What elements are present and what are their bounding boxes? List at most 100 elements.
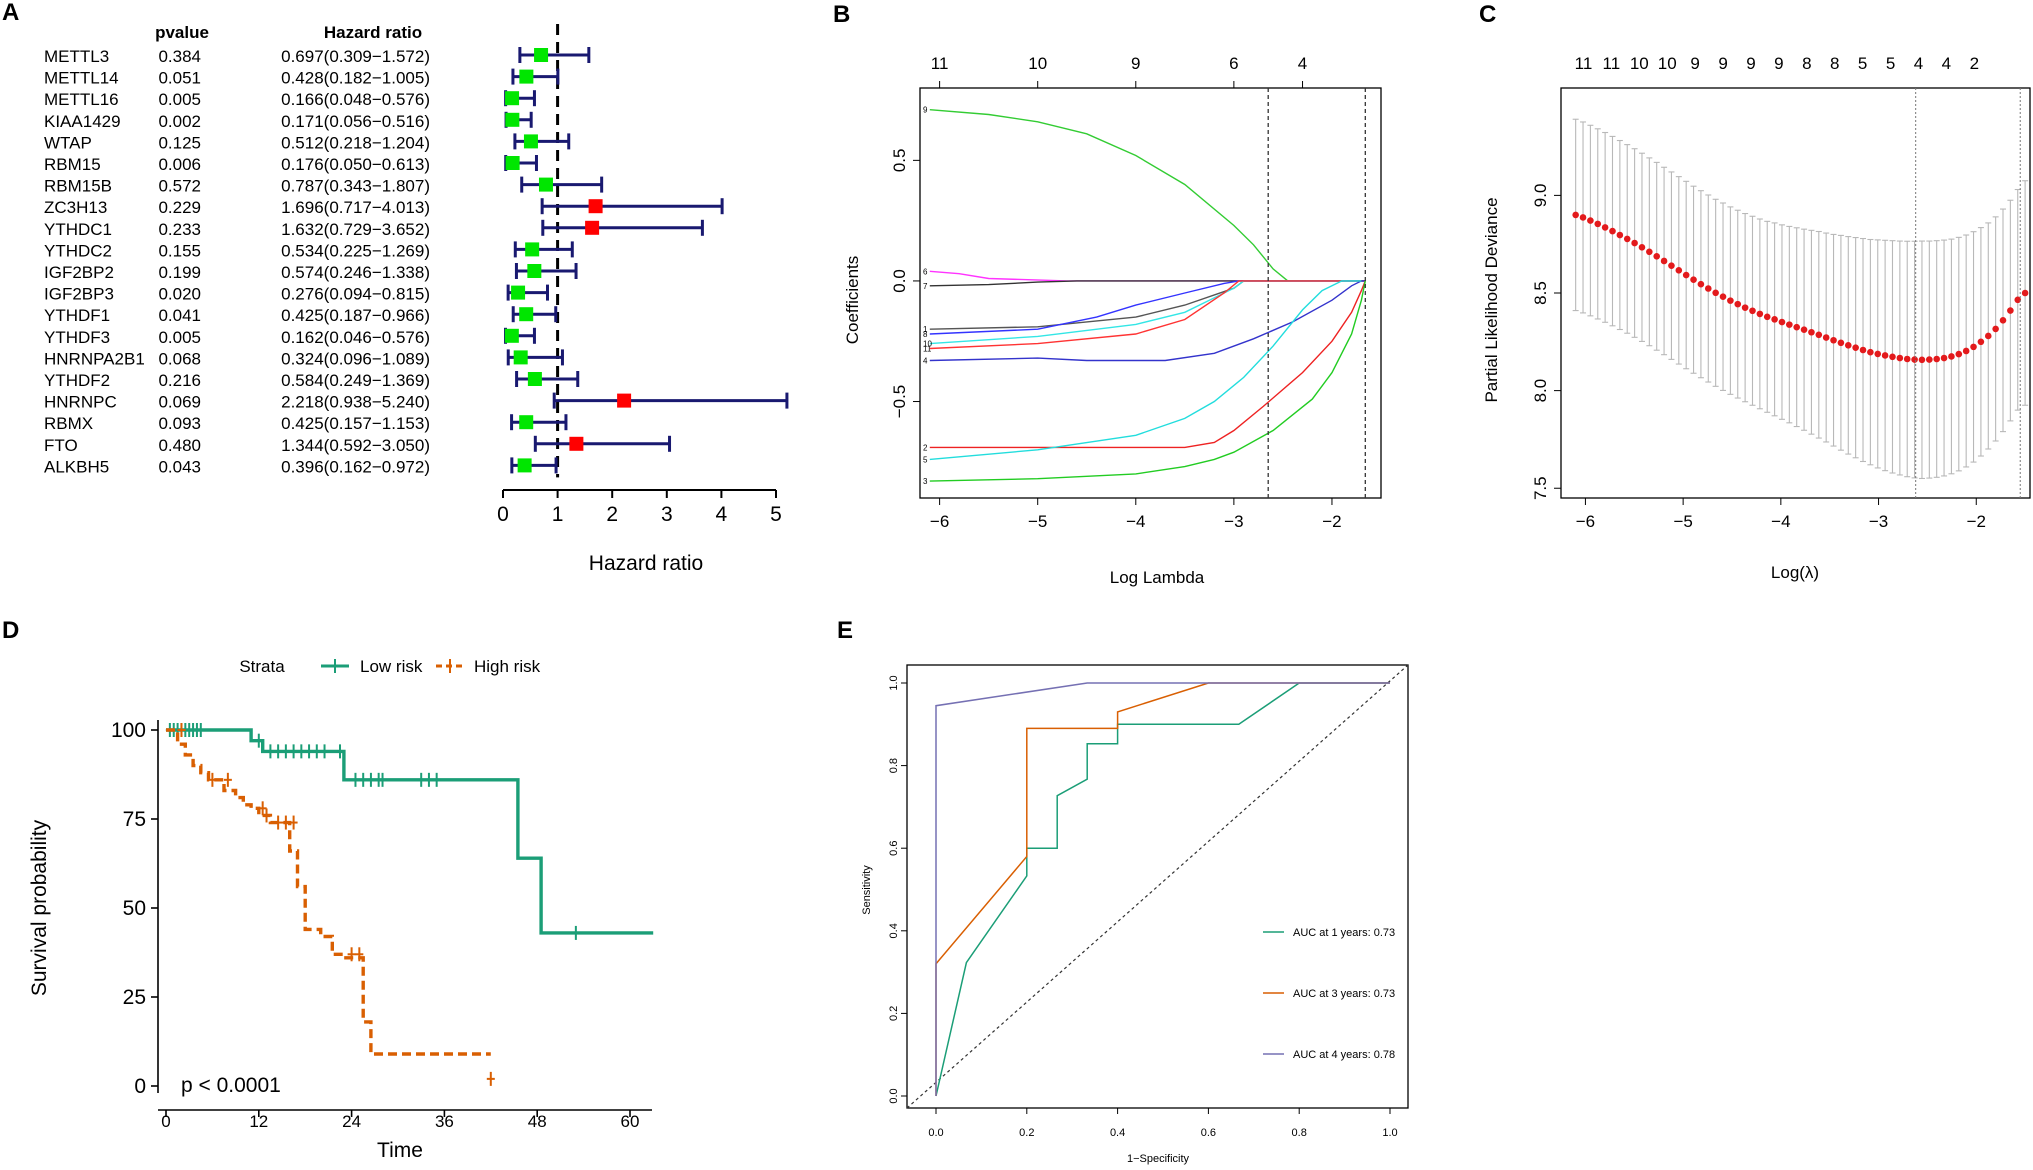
- forest-x-label: Hazard ratio: [589, 552, 703, 575]
- pvalue-column-header: pvalue: [155, 23, 209, 42]
- cv-point: [1623, 235, 1631, 243]
- cv-point: [1830, 336, 1837, 344]
- hazard-ratio-value: 0.276(0.094−0.815): [281, 285, 430, 304]
- forest-tick-label: 2: [606, 503, 618, 526]
- gene-label: YTHDF1: [44, 306, 110, 325]
- hazard-marker: [527, 372, 542, 386]
- cv-point: [1822, 334, 1830, 341]
- pvalue-value: 0.020: [158, 285, 201, 304]
- roc-legend-label: AUC at 1 years: 0.73: [1293, 927, 1395, 939]
- km-pvalue: p < 0.0001: [181, 1074, 281, 1097]
- km-x-tick-label: 48: [528, 1112, 547, 1131]
- hazard-ratio-value: 0.534(0.225−1.269): [281, 241, 430, 260]
- coef-path-label: 2: [923, 443, 928, 452]
- gene-label: ALKBH5: [44, 457, 109, 476]
- cv-deviance-panel: C −6 −5 −4 −3 −27.58.08.59.011 11 10 10 9 9 9 9 8 8 5 5…: [1479, 1, 2031, 582]
- km-x-tick-label: 24: [342, 1112, 361, 1131]
- hazard-marker: [534, 48, 549, 62]
- coef-path-label: 7: [923, 282, 928, 291]
- panel-label-e: E: [837, 617, 853, 644]
- roc-y-tick-label: 1.0: [888, 675, 900, 690]
- cv-y-label: Partial Likelihood Deviance: [1482, 197, 1501, 402]
- forest-tick-label: 1: [552, 503, 564, 526]
- top-tick-label: 6: [1229, 54, 1238, 73]
- pvalue-value: 0.229: [158, 198, 201, 217]
- hazard-ratio-value: 0.574(0.246−1.338): [281, 263, 430, 282]
- hazard-ratio-value: 1.344(0.592−3.050): [281, 436, 430, 455]
- coef-path: [929, 280, 1366, 449]
- top-tick-label: 9: [1131, 54, 1140, 73]
- cv-point: [1940, 354, 1948, 362]
- coef-path-label: 6: [923, 267, 928, 276]
- hazard-ratio-value: 1.632(0.729−3.652): [281, 220, 430, 239]
- cv-point: [1918, 356, 1926, 364]
- x-tick-label: −3: [1224, 512, 1243, 531]
- forest-tick-label: 3: [661, 503, 673, 526]
- cv-point: [1808, 328, 1815, 336]
- km-x-label: Time: [377, 1139, 423, 1162]
- roc-curve: [935, 682, 1390, 1096]
- coef-path-label: 11: [923, 344, 932, 353]
- hazard-ratio-value: 0.787(0.343−1.807): [281, 177, 430, 196]
- cv-point: [1970, 343, 1977, 351]
- x-tick-label: −6: [930, 512, 949, 531]
- cv-point: [1572, 211, 1579, 219]
- cv-point: [1999, 317, 2007, 324]
- cv-point: [1616, 231, 1624, 239]
- roc-y-label: Sensitivity: [861, 865, 873, 915]
- panel-label-b: B: [833, 1, 850, 28]
- pvalue-value: 0.199: [158, 263, 201, 282]
- hazard-ratio-value: 0.697(0.309−1.572): [281, 47, 430, 66]
- hazard-marker: [523, 134, 538, 149]
- cv-point: [1948, 353, 1955, 360]
- gene-label: RBM15: [44, 155, 101, 174]
- top-tick-label: 8: [1830, 54, 1839, 73]
- top-tick-label: 9: [1718, 54, 1727, 73]
- hazard-marker: [585, 220, 600, 235]
- forest-x-axis: 0 1 2 3 4 5: [497, 489, 782, 526]
- hazard-ratio-value: 0.171(0.056−0.516): [281, 112, 430, 131]
- roc-plot-frame: [906, 664, 1409, 1109]
- top-tick-label: 4: [1298, 54, 1307, 73]
- cv-point: [1594, 220, 1602, 228]
- km-x-tick-label: 60: [621, 1112, 640, 1131]
- cv-point: [1844, 342, 1852, 349]
- km-y-tick-label: 75: [123, 808, 146, 831]
- hazard-marker: [538, 177, 553, 192]
- hazard-ratio-value: 0.324(0.096−1.089): [281, 349, 430, 368]
- km-y-tick-label: 0: [134, 1075, 146, 1098]
- roc-y-tick-label: 0.6: [888, 841, 900, 856]
- coef-path: [929, 280, 1366, 287]
- pvalue-value: 0.384: [158, 47, 201, 66]
- km-legend-low-label: Low risk: [360, 657, 423, 676]
- forest-marks: [504, 47, 789, 474]
- top-tick-label: 8: [1802, 54, 1811, 73]
- cv-point: [1778, 318, 1786, 326]
- cv-plot-area: −6 −5 −4 −3 −27.58.08.59.011 11 10 10 9 9 9 9 8 8 5 5 4 4…: [1531, 54, 2029, 531]
- pvalue-value: 0.572: [158, 177, 201, 196]
- top-tick-label: 10: [1630, 54, 1649, 73]
- pvalue-value: 0.006: [158, 155, 201, 174]
- cv-point: [1756, 310, 1764, 318]
- gene-label: METTL16: [44, 90, 119, 109]
- gene-label: IGF2BP2: [44, 263, 114, 282]
- roc-curve: [935, 682, 1390, 1096]
- cv-point: [1638, 244, 1646, 251]
- cv-point: [1911, 356, 1918, 363]
- roc-x-tick-label: 1.0: [1382, 1127, 1397, 1139]
- cv-point: [1660, 257, 1668, 265]
- coef-path: [929, 280, 1366, 362]
- forest-plot-panel: A pvalue Hazard ratio METTL3 0.384 0.697(0…: [2, 0, 789, 575]
- km-x-tick-label: 36: [435, 1112, 454, 1131]
- pvalue-value: 0.480: [158, 436, 201, 455]
- cv-point: [1697, 280, 1705, 288]
- roc-x-tick-label: 0.8: [1292, 1127, 1307, 1139]
- cv-point: [2007, 307, 2014, 314]
- km-plot-area: 0 25 50 75 100 0 12 24 36 48 60: [111, 719, 654, 1131]
- km-legend-title: Strata: [239, 657, 285, 676]
- km-curve: [166, 728, 654, 935]
- coef-path-label: 4: [923, 357, 928, 366]
- roc-curve: [935, 682, 1390, 1097]
